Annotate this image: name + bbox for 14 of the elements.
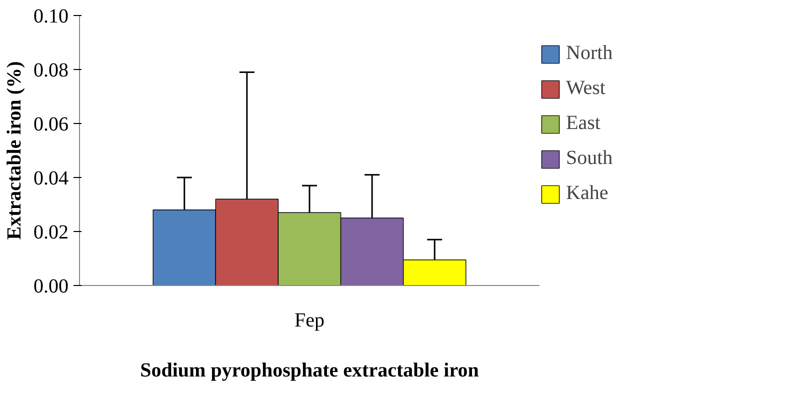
legend-label: South xyxy=(566,147,614,170)
y-tick-label: 0.06 xyxy=(34,114,68,136)
y-tick-label: 0.10 xyxy=(34,6,68,28)
legend-label: East xyxy=(566,112,602,135)
legend-label: North xyxy=(566,42,614,65)
y-tick-label: 0.04 xyxy=(34,168,68,190)
y-tick-label: 0.02 xyxy=(34,222,68,244)
y-axis-title: Extractable iron (%) xyxy=(4,61,26,240)
legend-label: West xyxy=(566,77,606,100)
x-axis-title: Sodium pyrophosphate extractable iron xyxy=(140,360,479,382)
x-tick-label: Fep xyxy=(294,310,324,332)
y-tick-label: 0.08 xyxy=(34,60,68,82)
legend-label: Kahe xyxy=(566,182,610,205)
y-tick-label: 0.00 xyxy=(34,276,68,298)
